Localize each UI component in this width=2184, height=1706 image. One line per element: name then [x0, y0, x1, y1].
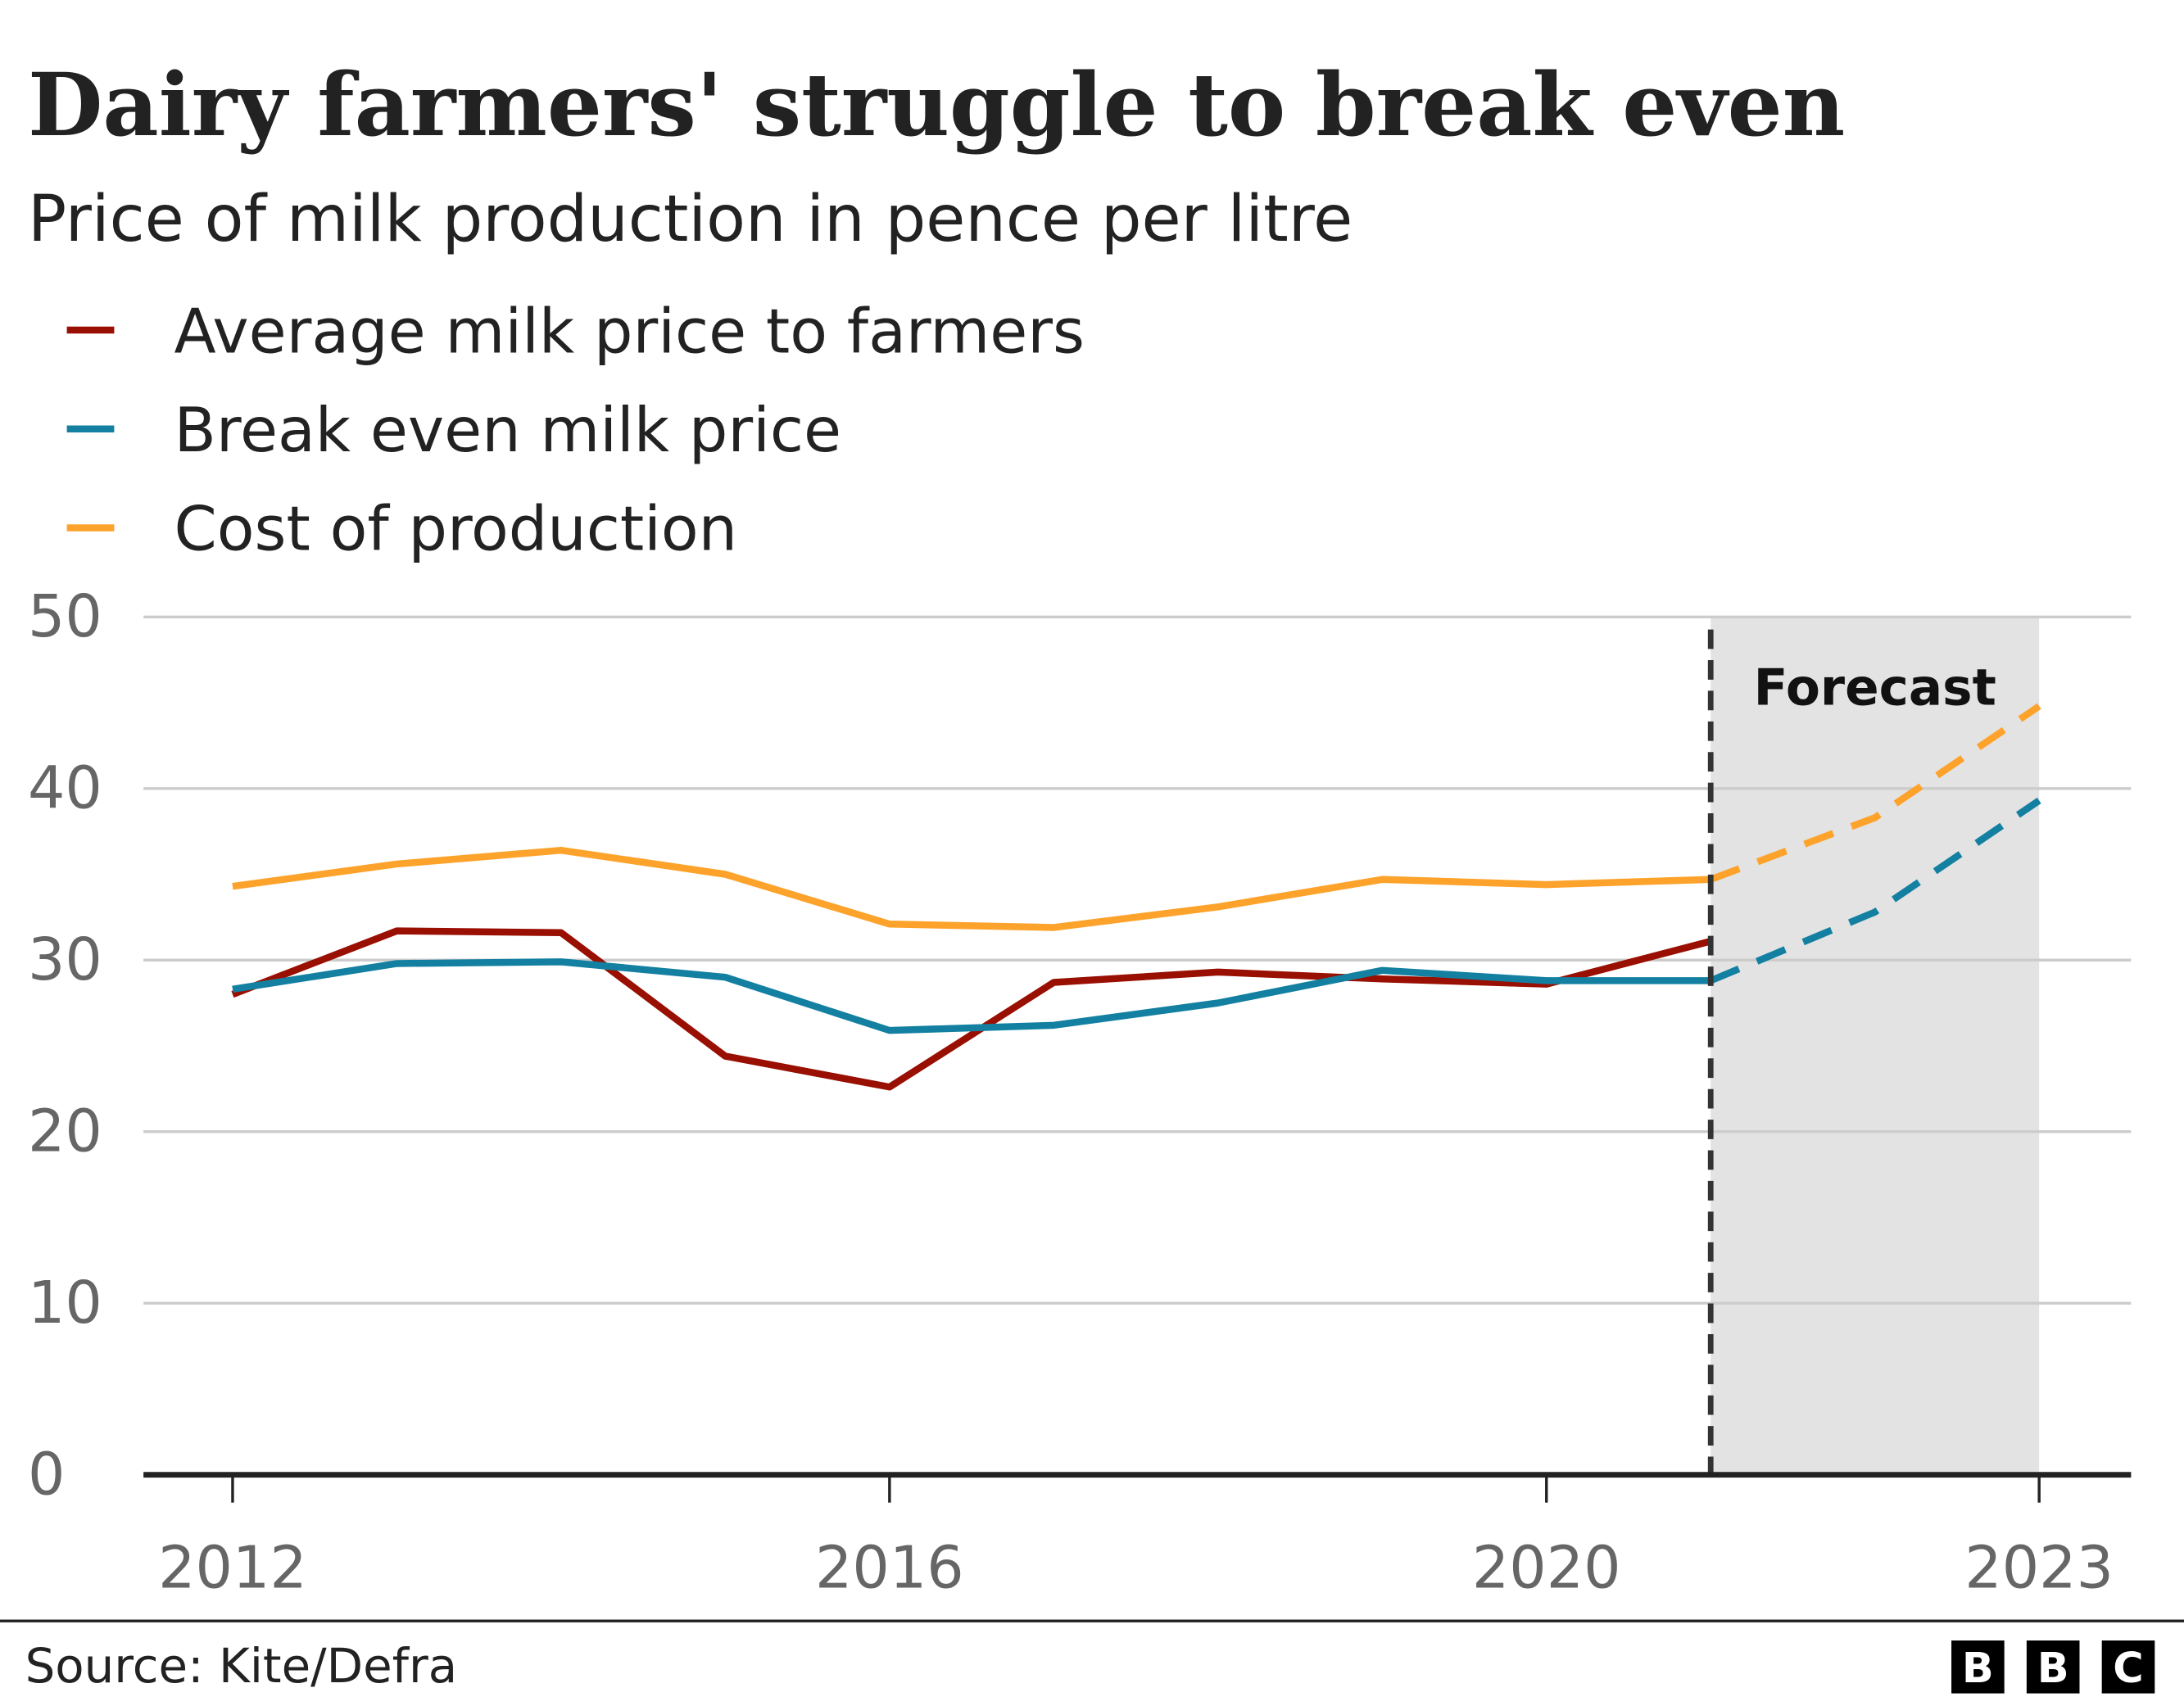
y-tick-label: 10 — [28, 1269, 102, 1337]
series-line-2 — [232, 846, 1711, 931]
legend-label: Break even milk price — [174, 395, 842, 466]
svg-text:B: B — [1962, 1645, 1994, 1693]
series-forecast-line-1 — [1709, 797, 2041, 984]
svg-text:C: C — [2113, 1645, 2143, 1693]
forecast-shading — [1710, 617, 2040, 1475]
y-tick-label: 50 — [28, 582, 102, 650]
y-tick-label: 30 — [28, 925, 102, 993]
legend: Average milk price to farmers Break even … — [66, 296, 1085, 565]
svg-text:B: B — [2037, 1645, 2069, 1693]
grid: 0 10 20 30 40 50 — [28, 582, 2132, 1508]
chart-subtitle: Price of milk production in pence per li… — [28, 182, 1353, 256]
x-tick-label: 2020 — [1472, 1533, 1621, 1601]
source-note: Source: Kite/Defra — [25, 1638, 458, 1694]
series-line-0 — [231, 927, 1712, 1091]
x-tick-label: 2016 — [815, 1533, 964, 1601]
x-axis: 2012 2016 2020 2023 — [143, 1472, 2132, 1601]
x-tick-label: 2012 — [158, 1533, 307, 1601]
series-forecast-line-2 — [1709, 703, 2041, 883]
legend-label: Cost of production — [174, 494, 738, 565]
forecast-label: Forecast — [1754, 658, 1996, 717]
bbc-logo: B B C — [1951, 1640, 2155, 1694]
series-lines — [231, 629, 2041, 1475]
chart-title: Dairy farmers' struggle to break even — [28, 54, 1845, 156]
series-line-1 — [232, 958, 1711, 1034]
x-tick-label: 2023 — [1964, 1533, 2114, 1601]
legend-label: Average milk price to farmers — [174, 296, 1085, 367]
forecast-region: Forecast — [1710, 617, 2040, 1475]
y-tick-label: 0 — [28, 1440, 65, 1508]
y-tick-label: 20 — [28, 1097, 102, 1165]
y-tick-label: 40 — [28, 754, 102, 822]
